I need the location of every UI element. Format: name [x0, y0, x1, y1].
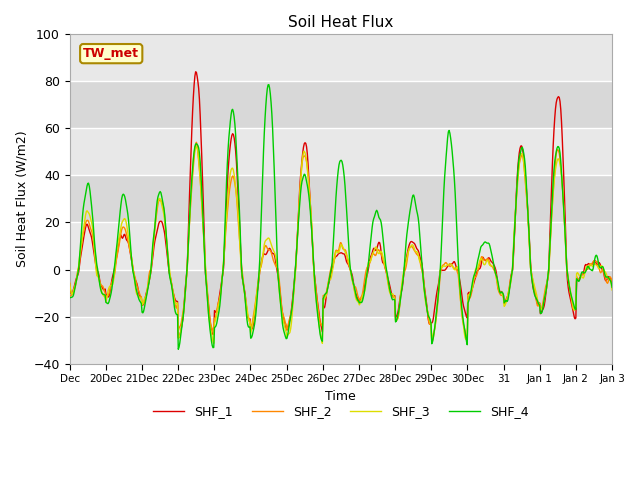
SHF_2 [66, 293, 74, 299]
SHF_2 [428, 339, 436, 345]
SHF_1 [175, 335, 182, 340]
SHF_1 [408, 239, 416, 245]
SHF_3 [217, 292, 225, 298]
SHF_4 [408, 195, 416, 201]
SHF_2 [131, 276, 139, 281]
SHF_4 [66, 295, 74, 300]
Bar [70, 128, 612, 175]
SHF_4 [216, 303, 223, 309]
SHF_3 [210, 340, 218, 346]
Title: Soil Heat Flux: Soil Heat Flux [288, 15, 394, 30]
Bar [70, 222, 612, 269]
Bar [70, 81, 612, 128]
SHF_2 [76, 260, 83, 265]
SHF_4 [175, 347, 182, 352]
SHF_3 [408, 242, 416, 248]
Bar [70, 317, 612, 364]
Line: SHF_1: SHF_1 [70, 72, 612, 337]
SHF_2 [216, 295, 223, 300]
SHF_1 [424, 314, 432, 320]
SHF_2 [608, 278, 616, 284]
Y-axis label: Soil Heat Flux (W/m2): Soil Heat Flux (W/m2) [15, 131, 28, 267]
SHF_1 [66, 281, 74, 287]
SHF_2 [186, 205, 194, 211]
SHF_1 [192, 69, 200, 74]
SHF_2 [424, 307, 431, 313]
SHF_3 [66, 280, 74, 286]
SHF_4 [76, 256, 83, 262]
SHF_2 [408, 244, 415, 250]
Line: SHF_3: SHF_3 [70, 147, 612, 343]
Bar [70, 269, 612, 317]
SHF_1 [188, 146, 195, 152]
SHF_1 [76, 263, 83, 268]
SHF_2 [193, 140, 200, 145]
SHF_3 [76, 255, 83, 261]
Legend: SHF_1, SHF_2, SHF_3, SHF_4: SHF_1, SHF_2, SHF_3, SHF_4 [148, 400, 534, 423]
SHF_4 [188, 186, 195, 192]
Text: TW_met: TW_met [83, 47, 140, 60]
SHF_4 [265, 82, 273, 87]
Bar [70, 175, 612, 222]
SHF_4 [424, 312, 432, 318]
SHF_3 [608, 287, 616, 293]
Bar [70, 34, 612, 81]
SHF_1 [131, 277, 139, 283]
SHF_3 [193, 144, 200, 150]
SHF_4 [131, 282, 139, 288]
Line: SHF_2: SHF_2 [70, 143, 612, 342]
X-axis label: Time: Time [326, 390, 356, 403]
SHF_1 [217, 287, 225, 292]
SHF_1 [608, 279, 616, 285]
Line: SHF_4: SHF_4 [70, 84, 612, 349]
SHF_3 [186, 203, 194, 208]
SHF_3 [424, 309, 432, 315]
SHF_3 [131, 283, 139, 289]
SHF_4 [608, 285, 616, 290]
